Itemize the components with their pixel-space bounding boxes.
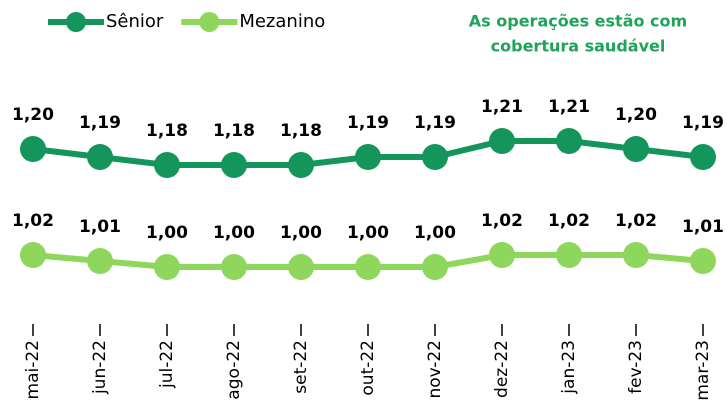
data-label: 1,20 <box>12 105 54 125</box>
data-point <box>288 254 314 280</box>
data-point <box>690 248 716 274</box>
data-label: 1,18 <box>213 121 255 141</box>
data-label: 1,20 <box>615 105 657 125</box>
data-point <box>489 242 515 268</box>
data-point <box>355 144 381 170</box>
data-label: 1,18 <box>280 121 322 141</box>
data-label: 1,02 <box>615 211 657 231</box>
data-point <box>288 152 314 178</box>
data-point <box>221 254 247 280</box>
data-point <box>154 152 180 178</box>
data-label: 1,19 <box>347 113 389 133</box>
data-label: 1,01 <box>682 217 724 237</box>
x-tick-label: jul-22 <box>157 340 177 389</box>
legend-label: Mezanino <box>239 11 325 32</box>
x-tick-label: fev-23 <box>626 340 646 394</box>
x-tick-label: jan-23 <box>559 340 579 395</box>
data-point <box>20 242 46 268</box>
data-point <box>623 136 649 162</box>
data-point <box>556 242 582 268</box>
data-label: 1,18 <box>146 121 188 141</box>
data-label: 1,02 <box>548 211 590 231</box>
data-label: 1,21 <box>481 97 523 117</box>
data-point <box>690 144 716 170</box>
data-point <box>489 128 515 154</box>
data-label: 1,00 <box>213 223 255 243</box>
data-label: 1,00 <box>280 223 322 243</box>
data-label: 1,00 <box>414 223 456 243</box>
annotation: As operações estão com <box>469 12 687 31</box>
data-label: 1,19 <box>414 113 456 133</box>
x-tick-label: mar-23 <box>693 340 713 401</box>
annotation: cobertura saudável <box>491 37 666 56</box>
data-point <box>556 128 582 154</box>
x-tick-label: jun-22 <box>90 340 110 395</box>
data-point <box>154 254 180 280</box>
legend-marker <box>66 12 86 32</box>
data-point <box>221 152 247 178</box>
data-label: 1,21 <box>548 97 590 117</box>
data-point <box>87 248 113 274</box>
data-label: 1,00 <box>347 223 389 243</box>
x-tick-label: ago-22 <box>224 340 244 400</box>
data-point <box>20 136 46 162</box>
x-tick-label: mai-22 <box>23 340 43 399</box>
x-tick-label: nov-22 <box>425 340 445 399</box>
data-label: 1,02 <box>481 211 523 231</box>
data-label: 1,19 <box>682 113 724 133</box>
data-point <box>422 144 448 170</box>
x-tick-label: dez-22 <box>492 340 512 398</box>
x-tick-label: set-22 <box>291 340 311 394</box>
data-label: 1,19 <box>79 113 121 133</box>
data-point <box>623 242 649 268</box>
data-label: 1,02 <box>12 211 54 231</box>
legend-marker <box>199 12 220 32</box>
legend-label: Sênior <box>106 11 164 32</box>
data-label: 1,00 <box>146 223 188 243</box>
data-point <box>422 254 448 280</box>
data-label: 1,01 <box>79 217 121 237</box>
x-tick-label: out-22 <box>358 340 378 396</box>
data-point <box>87 144 113 170</box>
data-point <box>355 254 381 280</box>
